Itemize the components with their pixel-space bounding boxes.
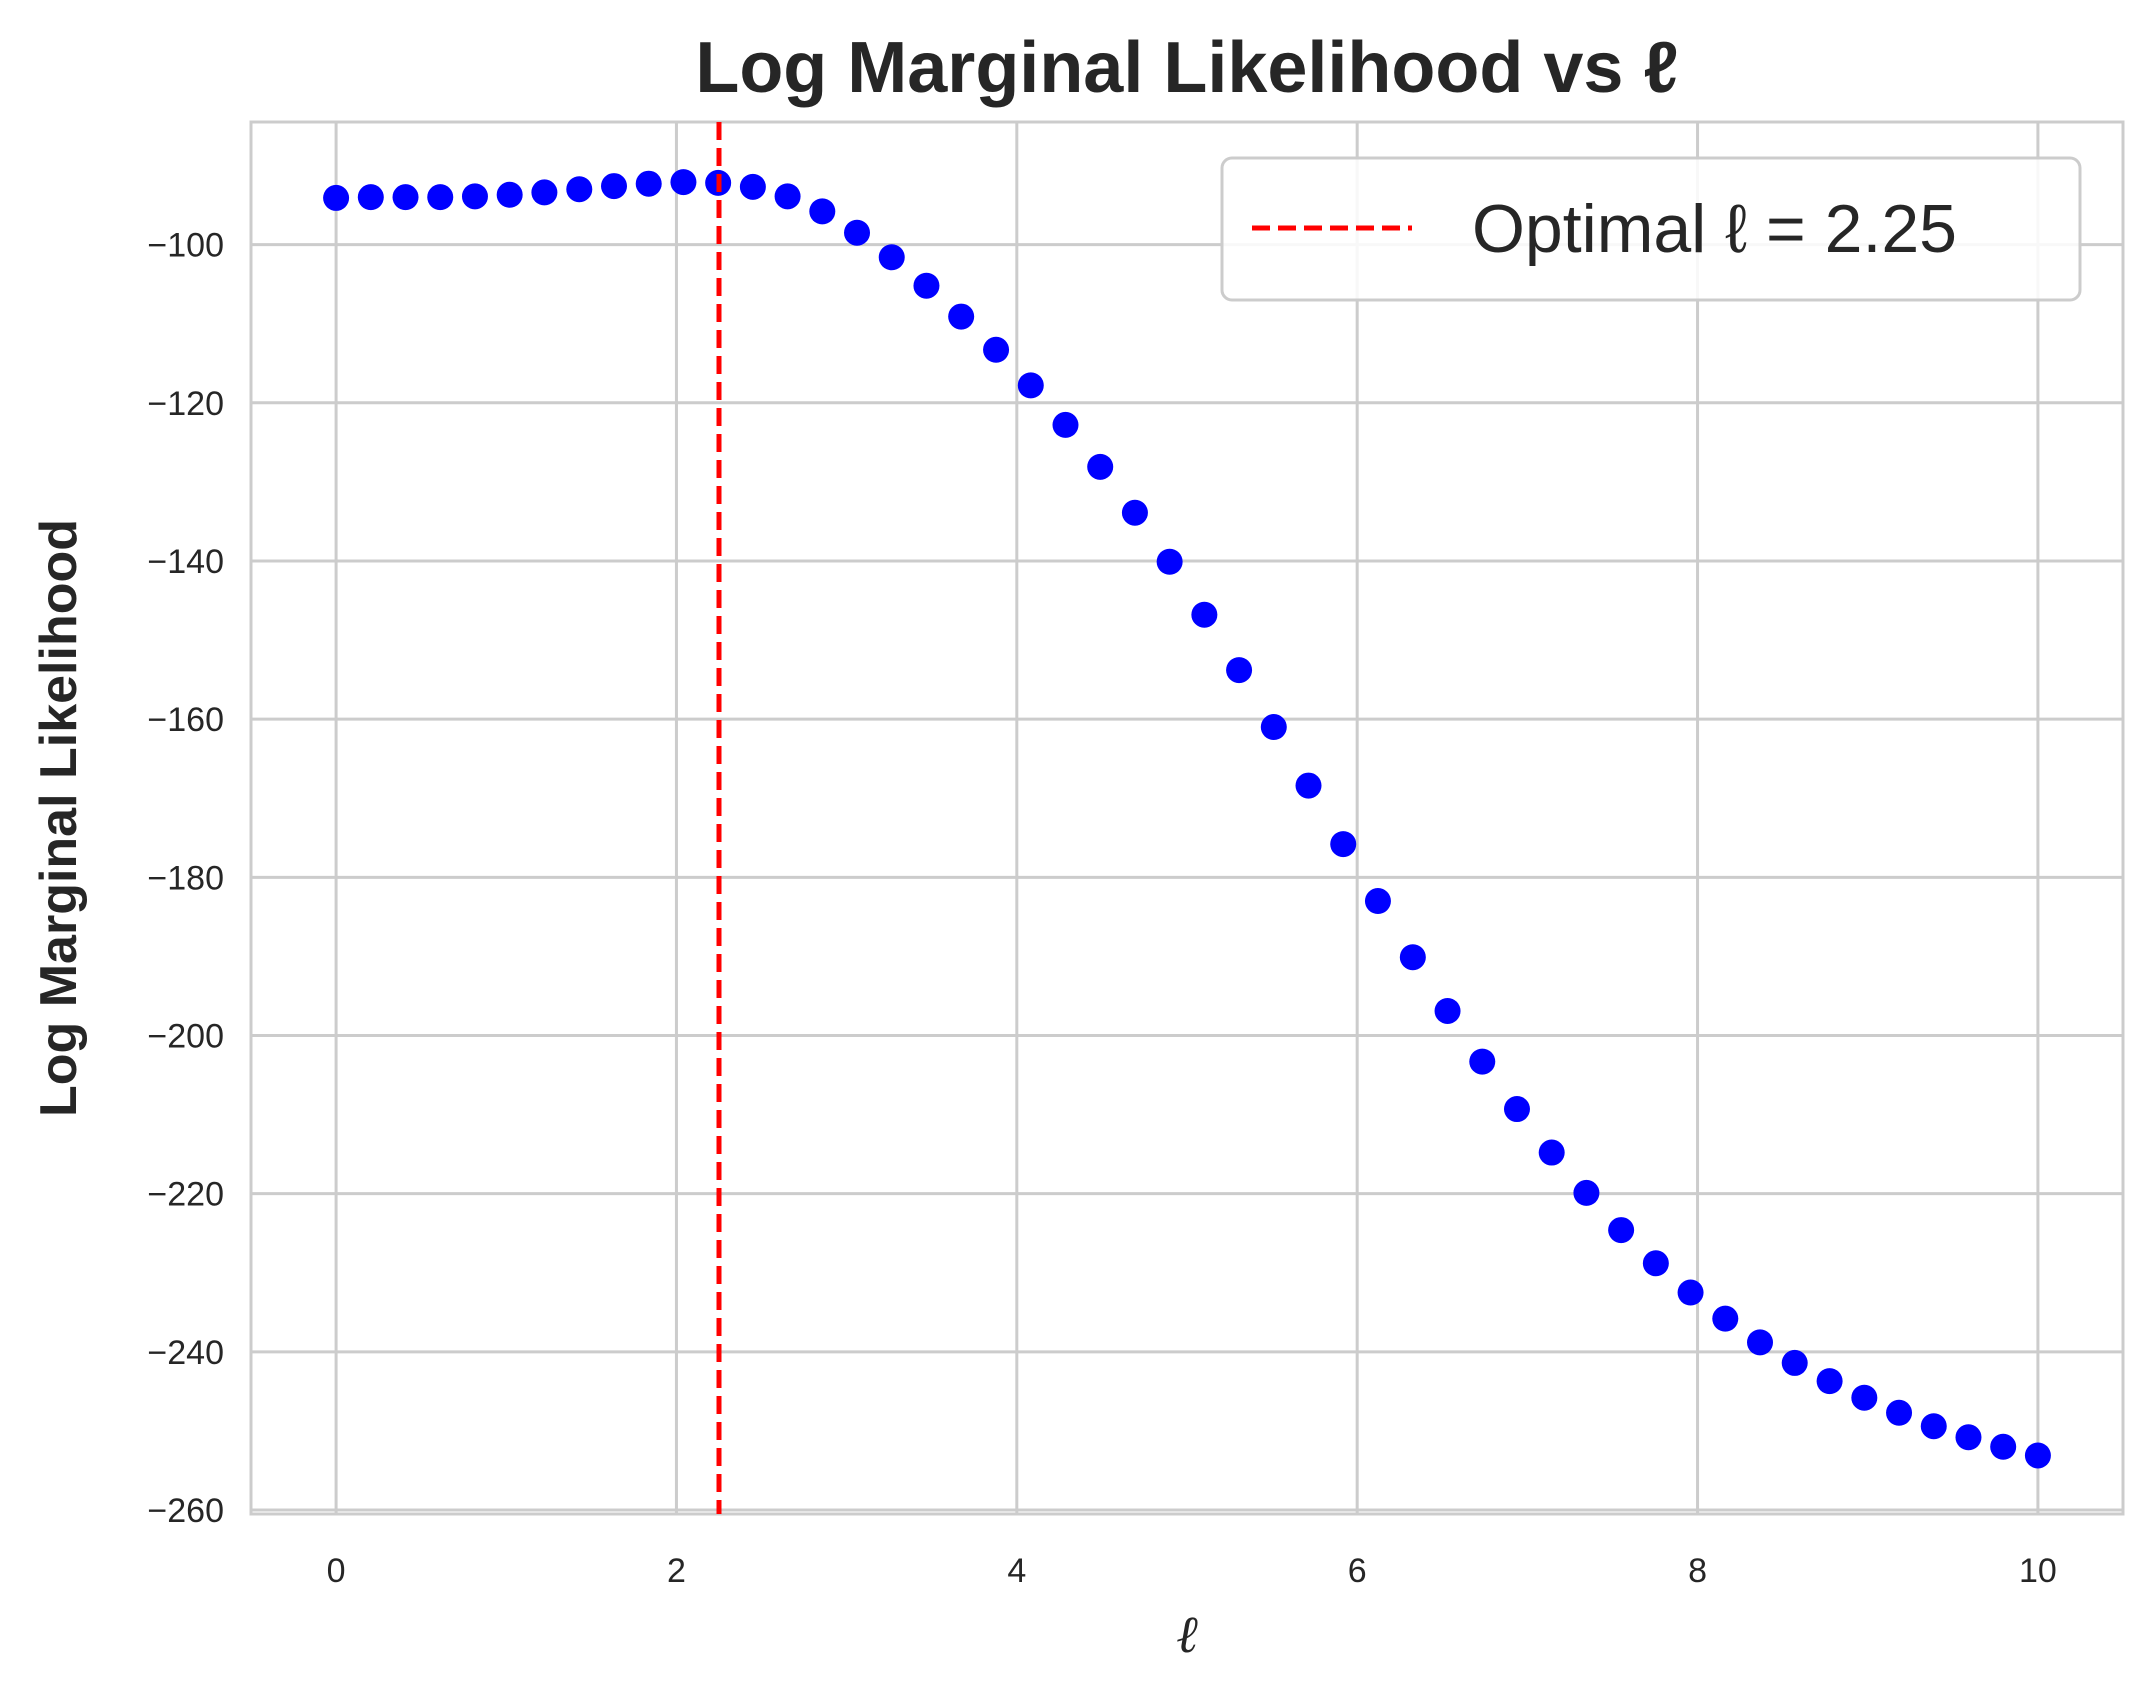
plot-frame: [249, 120, 2125, 1516]
chart-title: Log Marginal Likelihood vs ℓ: [695, 28, 1678, 108]
scatter-point: [1434, 997, 1461, 1024]
scatter-point: [496, 181, 523, 208]
y-tick-label: −120: [147, 385, 224, 423]
scatter-point: [461, 183, 488, 210]
y-tick-label: −100: [147, 227, 224, 265]
scatter-point: [1156, 548, 1183, 575]
scatter-point: [566, 176, 593, 203]
scatter-point: [392, 184, 419, 211]
scatter-point: [600, 173, 627, 200]
scatter-point: [1677, 1279, 1704, 1306]
scatter-point: [1990, 1433, 2017, 1460]
y-tick-label: −200: [147, 1018, 224, 1056]
scatter-point: [913, 272, 940, 299]
scatter-point: [323, 184, 350, 211]
scatter-point: [1538, 1139, 1565, 1166]
scatter-point: [357, 184, 384, 211]
scatter-point: [1642, 1250, 1669, 1277]
legend-box: [1220, 156, 2082, 302]
grid-layer: [251, 122, 2123, 1514]
scatter-point: [983, 336, 1010, 363]
scatter-point: [1017, 372, 1044, 399]
x-axis-label: ℓ: [1176, 1605, 1198, 1665]
scatter-point: [1573, 1179, 1600, 1206]
y-tick-label: −160: [147, 701, 224, 739]
x-tick-label: 10: [2019, 1552, 2057, 1590]
scatter-point: [1781, 1349, 1808, 1376]
y-tick-label: −240: [147, 1334, 224, 1372]
scatter-point: [427, 184, 454, 211]
scatter-point: [635, 170, 662, 197]
scatter-point: [1712, 1305, 1739, 1332]
scatter-point: [774, 183, 801, 210]
scatter-point: [1364, 888, 1391, 915]
scatter-point: [1469, 1048, 1496, 1075]
scatter-point: [1747, 1329, 1774, 1356]
scatter-point: [1816, 1368, 1843, 1395]
scatter-point: [1608, 1217, 1635, 1244]
tick-layer: 0 2 4 6 8 10 −100 −120 −140 −160 −180 −200 −220 −240 −…: [147, 227, 2056, 1590]
scatter-point: [1191, 601, 1218, 628]
scatter-point: [809, 198, 836, 225]
scatter-point: [1295, 772, 1322, 799]
scatter-point: [1087, 453, 1114, 480]
scatter-point: [1399, 944, 1426, 971]
y-tick-label: −140: [147, 543, 224, 581]
x-tick-label: 2: [667, 1552, 686, 1590]
scatter-point: [531, 179, 558, 206]
y-tick-label: −180: [147, 859, 224, 897]
scatter-point: [844, 219, 871, 246]
scatter-point: [739, 173, 766, 200]
scatter-point: [670, 169, 697, 196]
scatter-point: [1121, 499, 1148, 526]
scatter-point: [1052, 411, 1079, 438]
scatter-point: [2024, 1442, 2051, 1469]
scatter-point: [1955, 1424, 1982, 1451]
x-tick-label: 0: [327, 1552, 346, 1590]
x-tick-label: 8: [1688, 1552, 1707, 1590]
x-tick-label: 4: [1007, 1552, 1026, 1590]
scatter-point: [1886, 1399, 1913, 1426]
x-tick-label: 6: [1348, 1552, 1367, 1590]
y-axis-label: Log Marginal Likelihood: [30, 519, 88, 1117]
scatter-point: [1920, 1413, 1947, 1440]
y-tick-label: −220: [147, 1176, 224, 1214]
scatter-point: [1226, 657, 1253, 684]
data-layer: [323, 122, 2051, 1514]
legend-entry-optimal: Optimal ℓ = 2.25: [1472, 191, 1957, 267]
y-tick-label: −260: [147, 1492, 224, 1530]
scatter-point: [1503, 1096, 1530, 1123]
scatter-point: [1260, 714, 1287, 741]
scatter-point: [1851, 1384, 1878, 1411]
scatter-point: [878, 244, 905, 271]
scatter-point: [1330, 831, 1357, 858]
scatter-point: [948, 303, 975, 330]
legend: Optimal ℓ = 2.25: [1220, 156, 2082, 302]
